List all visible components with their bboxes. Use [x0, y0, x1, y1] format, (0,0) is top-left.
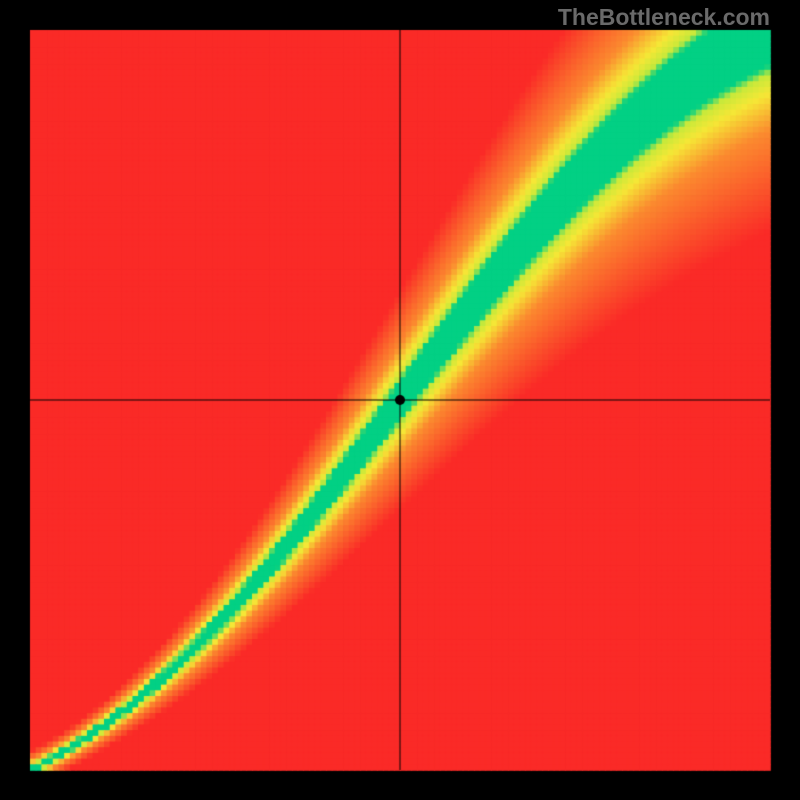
chart-container: TheBottleneck.com	[0, 0, 800, 800]
bottleneck-heatmap	[0, 0, 800, 800]
watermark-text: TheBottleneck.com	[558, 4, 770, 31]
